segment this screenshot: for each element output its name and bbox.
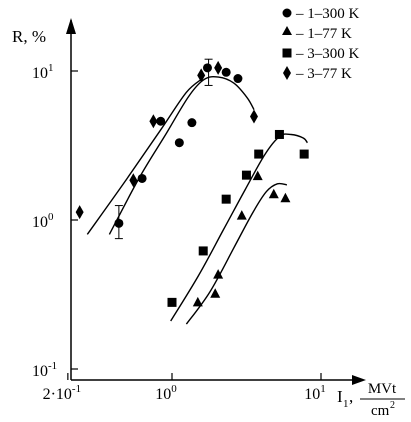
x-axis-label: I 1 , MVt cm 2 [337,381,405,419]
data-point-triangle [213,269,224,279]
data-point-triangle [252,170,263,181]
fit-curves [86,75,308,325]
fit-curve-square [170,133,308,322]
data-point-square [221,194,231,204]
data-point-square [299,149,309,159]
data-point-triangle [280,192,291,203]
data-point-triangle [268,188,279,199]
error-bars [114,58,213,240]
data-point-triangle [236,210,247,220]
y-tick-label: 100 [32,211,54,231]
data-point-circle [221,67,231,77]
data-point-diamond [75,205,84,220]
x-axis-unit-denominator: cm [371,403,390,417]
fit-curve-circle [108,75,255,235]
legend-marker-diamond [283,66,291,80]
y-axis-arrow [66,18,76,34]
fit-curve-triangle [185,182,288,325]
legend-label: – 3–300 K [295,46,360,62]
data-point-circle [202,63,212,73]
x-axis-unit-denominator-sup: 2 [390,400,395,411]
legend-marker-circle [282,8,292,18]
x-axis-unit-numerator: MVt [368,381,397,397]
data-point-diamond [214,60,223,75]
data-point-square [167,297,177,307]
data-point-diamond [197,68,206,83]
y-axis-label: R, % [12,27,46,46]
data-point-circle [187,118,197,128]
axis-ticks: 2·10-1 100 101 10-1 100 101 [32,62,326,403]
data-point-square [274,129,284,139]
legend-label: – 1–77 K [295,26,352,42]
data-points [75,60,309,307]
legend-marker-triangle [282,26,292,35]
data-point-circle [174,138,184,148]
data-point-diamond [249,109,258,124]
y-tick-label: 10-1 [32,360,57,380]
data-point-square [254,149,264,159]
x-axis-label-prefix: I [337,387,343,406]
data-point-circle [137,173,147,183]
data-point-triangle [210,288,221,298]
data-point-circle [233,74,243,84]
data-point-diamond [129,173,138,188]
x-tick-label: 101 [304,383,326,403]
data-point-diamond [149,114,158,129]
legend-item-1-300k: – 1–300 K [282,6,360,22]
legend-item-3-77k: – 3–77 K [283,66,352,82]
x-axis-arrow [352,375,366,385]
data-point-triangle [192,296,203,307]
data-point-circle [156,116,166,126]
legend-label: – 1–300 K [295,6,360,22]
y-tick-label: 101 [32,62,54,82]
legend-item-1-77k: – 1–77 K [282,26,352,42]
fit-curve-diamond [86,77,203,235]
legend-label: – 3–77 K [295,66,352,82]
x-axis-label-sep: , [349,387,353,406]
x-tick-label: 100 [155,383,177,403]
legend: – 1–300 K – 1–77 K – 3–300 K – 3–77 K [282,6,360,82]
data-point-square [241,170,251,180]
data-point-square [198,246,208,256]
x-tick-label: 2·10-1 [43,383,82,403]
data-point-circle [114,218,124,228]
legend-item-3-300k: – 3–300 K [282,46,360,62]
x-axis-label-subscript: 1 [343,398,349,410]
legend-marker-square [282,48,292,58]
